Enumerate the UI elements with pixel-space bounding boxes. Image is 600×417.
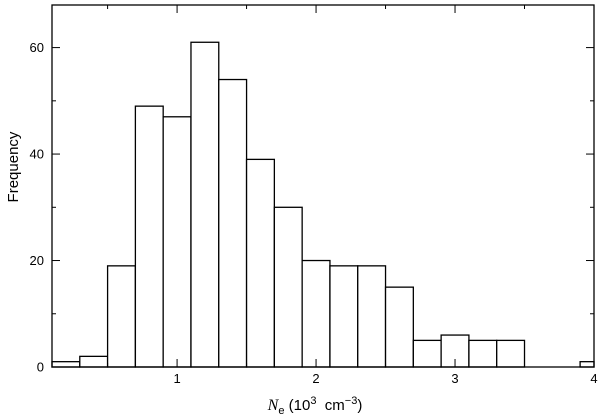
x-axis-suffix: ): [357, 397, 362, 414]
y-tick-label: 60: [30, 40, 44, 55]
histogram-bar: [412, 339, 442, 368]
y-tick-label: 40: [30, 147, 44, 162]
axis-ticks: [52, 5, 595, 368]
histogram-bar: [357, 265, 387, 368]
histogram-bar: [134, 105, 164, 368]
x-axis-prefix: (10: [284, 397, 310, 414]
histogram-bar: [51, 361, 81, 368]
histogram-bar: [468, 339, 498, 368]
histogram-bar: [106, 265, 137, 368]
histogram-bar: [79, 355, 109, 368]
x-tick-label: 2: [312, 371, 319, 386]
x-axis-symbol: N: [267, 397, 280, 414]
histogram-bar: [162, 116, 192, 368]
histogram-bar: [384, 286, 414, 368]
x-axis-label: Ne (103 cm−3): [267, 395, 363, 417]
x-axis-unit: cm: [316, 397, 344, 414]
x-tick-label: 1: [173, 371, 180, 386]
x-axis-subscript: e: [278, 405, 284, 417]
y-axis-label: Frequency: [5, 131, 22, 202]
x-tick-label: 3: [451, 371, 458, 386]
histogram-bar: [329, 265, 359, 368]
plot-frame: [51, 4, 595, 368]
histogram-bar: [218, 78, 248, 368]
x-axis-exp1: 3: [310, 395, 316, 407]
y-tick-label: 20: [30, 253, 44, 268]
histogram-bars: [51, 41, 595, 368]
x-axis-exp2: −3: [345, 395, 358, 407]
y-tick-label: 0: [37, 360, 44, 375]
histogram-bar: [496, 339, 526, 368]
histogram-bar: [301, 259, 331, 368]
x-tick-label: 4: [590, 371, 597, 386]
histogram-bar: [190, 41, 220, 368]
histogram-bar: [579, 361, 595, 368]
histogram-bar: [273, 206, 303, 368]
histogram-bar: [245, 158, 276, 368]
